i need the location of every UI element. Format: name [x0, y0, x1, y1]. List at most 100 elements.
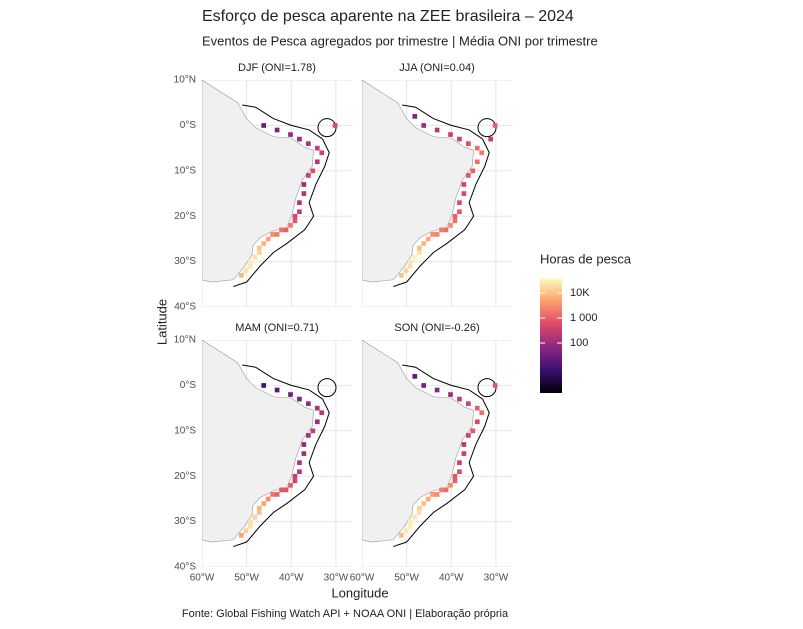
fishing-cell: [470, 168, 476, 174]
fishing-cell: [443, 227, 449, 233]
fishing-cell: [412, 514, 418, 520]
eez-island: [317, 378, 337, 398]
facet-title: SON (ONI=-0.26): [394, 322, 479, 334]
land: [362, 80, 474, 283]
fishing-cell: [306, 433, 311, 438]
chart-title: Esforço de pesca aparente na ZEE brasile…: [202, 8, 574, 25]
fishing-cell: [412, 254, 418, 260]
fishing-cell: [474, 145, 480, 151]
fishing-cell: [292, 218, 298, 224]
y-tick-label: 10°S: [174, 425, 196, 436]
fishing-cell: [292, 478, 298, 484]
panel-body: [362, 80, 512, 307]
fishing-cell: [274, 232, 280, 237]
fishing-cell: [425, 496, 431, 502]
fishing-cell: [332, 123, 338, 128]
y-tick-label: 20°S: [174, 211, 196, 222]
fishing-cell: [288, 223, 293, 228]
x-tick-label: 50°W: [394, 573, 419, 584]
fishing-cell: [288, 392, 293, 397]
fishing-cell: [274, 492, 280, 497]
fishing-cell: [399, 532, 404, 538]
fishing-cell: [297, 460, 302, 465]
fishing-cell: [407, 519, 413, 525]
fishing-cell: [283, 487, 289, 493]
x-tick-label: 50°W: [234, 573, 259, 584]
x-tick-label: 60°W: [190, 573, 215, 584]
y-tick-label: 10°N: [174, 335, 196, 346]
x-tick-label: 40°W: [279, 573, 304, 584]
fishing-cell: [461, 442, 467, 447]
fishing-cell: [452, 218, 458, 224]
fishing-cell: [261, 241, 267, 246]
fishing-cell: [448, 392, 453, 397]
fishing-cell: [461, 182, 467, 187]
fishing-cell: [416, 250, 422, 255]
panel: MAM (ONI=0.71) 10°N 0°S 10°S 20°S 30°S 40°S60°…: [174, 322, 352, 584]
eez-boundary: [233, 104, 330, 288]
fishing-cell: [319, 410, 325, 416]
fishing-cell: [243, 528, 249, 534]
fishing-cell: [421, 241, 427, 246]
fishing-cell: [434, 232, 440, 237]
y-tick-label: 30°S: [174, 516, 196, 527]
fishing-cell: [492, 123, 498, 128]
facet-title: MAM (ONI=0.71): [235, 322, 318, 334]
fishing-cell: [247, 263, 253, 269]
fishing-cell: [288, 483, 293, 488]
legend-title: Horas de pesca: [540, 251, 632, 266]
fishing-cell: [457, 136, 462, 142]
fishing-cell: [261, 123, 267, 128]
land: [202, 80, 314, 283]
panel-body: [362, 340, 512, 567]
fishing-cell: [421, 123, 427, 128]
fishing-cell: [297, 200, 302, 205]
fishing-cell: [306, 401, 311, 406]
fishing-cell: [416, 510, 422, 515]
fishing-cell: [457, 469, 462, 475]
fishing-cell: [470, 428, 476, 434]
fishing-cell: [292, 473, 298, 479]
panel: JJA (ONI=0.04): [362, 62, 512, 307]
fishing-cell: [421, 383, 427, 388]
panel-body: [202, 80, 352, 307]
fishing-cell: [297, 209, 302, 215]
fishing-cell: [452, 478, 458, 484]
fishing-cell: [399, 272, 404, 278]
fishing-cell: [301, 191, 307, 196]
facet-title: JJA (ONI=0.04): [399, 62, 475, 74]
fishing-cell: [314, 159, 320, 165]
fishing-cell: [452, 473, 458, 479]
fishing-cell: [314, 145, 320, 151]
fishing-cell: [239, 272, 244, 278]
fishing-cell: [430, 492, 435, 497]
panel: DJF (ONI=1.78) 10°N 0°S 10°S 20°S 30°S 40°S: [174, 62, 352, 313]
fishing-cell: [407, 259, 413, 265]
y-tick-label: 10°N: [174, 75, 196, 86]
x-tick-label: 30°W: [484, 573, 509, 584]
y-axis-title: Latitude: [154, 299, 169, 345]
colorbar: [540, 278, 562, 393]
fishing-cell: [474, 159, 480, 165]
fishing-cell: [306, 141, 311, 146]
fishing-cell: [283, 227, 289, 233]
fishing-cell: [274, 387, 280, 393]
fishing-cell: [297, 136, 302, 142]
fishing-cell: [310, 168, 316, 174]
fishing-cell: [412, 374, 418, 379]
y-tick-label: 0°S: [180, 120, 197, 131]
fishing-cell: [466, 433, 471, 438]
fishing-cell: [479, 410, 485, 416]
fishing-cell: [407, 523, 413, 529]
fishing-cell: [474, 405, 480, 411]
fishing-cell: [412, 114, 418, 119]
fishing-cell: [261, 501, 267, 506]
fishing-cell: [301, 451, 307, 456]
fishing-cell: [256, 505, 262, 511]
fishing-cell: [443, 487, 449, 493]
fishing-cell: [466, 173, 471, 178]
fishing-cell: [265, 496, 271, 502]
legend-tick-label: 10K: [570, 287, 590, 299]
fishing-cell: [243, 268, 249, 274]
